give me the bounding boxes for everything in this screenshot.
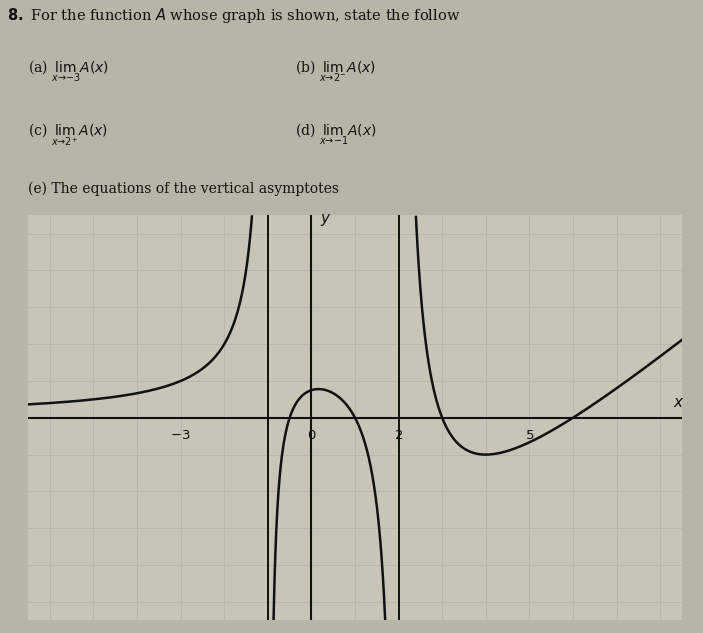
Text: (d) $\lim_{x \to -1} A(x)$: (d) $\lim_{x \to -1} A(x)$ <box>295 121 377 147</box>
Text: $2$: $2$ <box>394 429 403 442</box>
Text: (c) $\lim_{x \to 2^+} A(x)$: (c) $\lim_{x \to 2^+} A(x)$ <box>28 121 108 148</box>
Text: (e) The equations of the vertical asymptotes: (e) The equations of the vertical asympt… <box>28 182 339 196</box>
Text: $0$: $0$ <box>307 429 316 442</box>
Text: $\mathbf{8.}$ For the function $A$ whose graph is shown, state the follow: $\mathbf{8.}$ For the function $A$ whose… <box>7 6 460 25</box>
Text: (a) $\lim_{x \to -3} A(x)$: (a) $\lim_{x \to -3} A(x)$ <box>28 58 109 84</box>
Text: (b) $\lim_{x \to 2^-} A(x)$: (b) $\lim_{x \to 2^-} A(x)$ <box>295 58 376 84</box>
Text: $x$: $x$ <box>673 396 685 410</box>
Text: $y$: $y$ <box>320 211 332 228</box>
Text: $-3$: $-3$ <box>170 429 191 442</box>
Text: $5$: $5$ <box>524 429 534 442</box>
